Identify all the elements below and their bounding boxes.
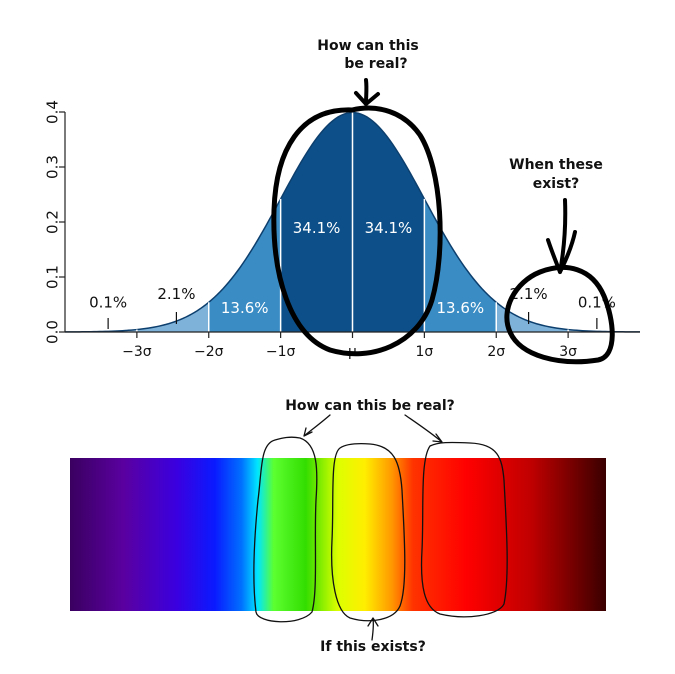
top-question-line-2: be real? [344, 56, 407, 72]
x-tick-label: 2σ [487, 344, 505, 360]
arrow-right [404, 414, 443, 443]
handdrawn-annotations-top [271, 78, 615, 365]
tail-circle [504, 264, 615, 365]
top-question-line-1: How can this [317, 38, 419, 54]
region-percent-label: 13.6% [436, 299, 484, 317]
y-tick-label: 0.4 [43, 100, 61, 124]
color-spectrum-bar [70, 458, 606, 611]
bell-region-6 [496, 302, 569, 332]
green-loop [253, 436, 318, 623]
y-tick-label: 0.3 [43, 155, 61, 179]
yellow-loop [330, 442, 406, 622]
x-tick-label: −3σ [122, 344, 152, 360]
region-percent-label: 34.1% [293, 219, 341, 237]
x-tick-label: −1σ [266, 344, 296, 360]
y-ticks: 0.0 0.1 0.2 0.3 0.4 [43, 100, 65, 344]
side-question-line-1: When these [509, 157, 603, 173]
sigma-dividers [136, 112, 569, 332]
spectrum-bottom-question: If this exists? [320, 639, 426, 655]
region-percent-label: 34.1% [365, 219, 413, 237]
arrow-left [303, 414, 331, 437]
bell-curve-outline [64, 111, 641, 333]
region-percent-label: 0.1% [89, 293, 127, 311]
center-circle [271, 105, 443, 357]
arrow-up [367, 617, 379, 641]
center-arrow [354, 78, 380, 106]
y-tick-label: 0.2 [43, 210, 61, 234]
x-tick-label: −2σ [194, 344, 224, 360]
x-tick-label: 1σ [415, 344, 433, 360]
tail-arrow [546, 198, 577, 274]
y-tick-label: 0.0 [43, 320, 61, 344]
region-percent-label: 2.1% [157, 285, 195, 303]
region-percent-label: 13.6% [221, 299, 269, 317]
bell-curve-chart: −3σ −2σ −1σ μ 1σ 2σ 3σ 0.00.10.20.30.4 0.1% 2.1… [43, 100, 641, 360]
bell-region-1 [136, 302, 209, 332]
red-loop [420, 441, 508, 618]
x-tick-label: 3σ [559, 344, 577, 360]
spectrum-question: How can this be real? [285, 398, 455, 414]
side-question-line-2: exist? [533, 176, 579, 192]
y-tick-label: 0.1 [43, 265, 61, 289]
handdrawn-annotations-spectrum [253, 414, 508, 641]
